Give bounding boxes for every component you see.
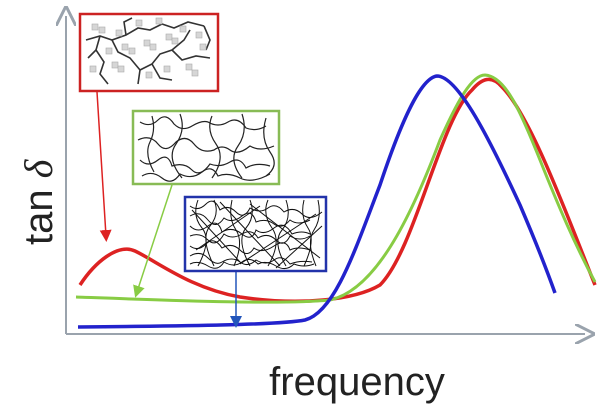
dense-network-inset: [183, 195, 328, 273]
green-pointer-arrow: [133, 184, 173, 298]
red-pointer-arrow: [96, 91, 112, 242]
branched-network-inset: [78, 12, 220, 93]
y-axis-label: tan δ: [16, 158, 61, 245]
blue-curve: [77, 74, 557, 329]
x-axis-label: frequency: [269, 360, 445, 404]
green-curve: [75, 73, 597, 304]
loose-network-inset: [131, 109, 281, 186]
filler-particles: [89, 17, 207, 79]
